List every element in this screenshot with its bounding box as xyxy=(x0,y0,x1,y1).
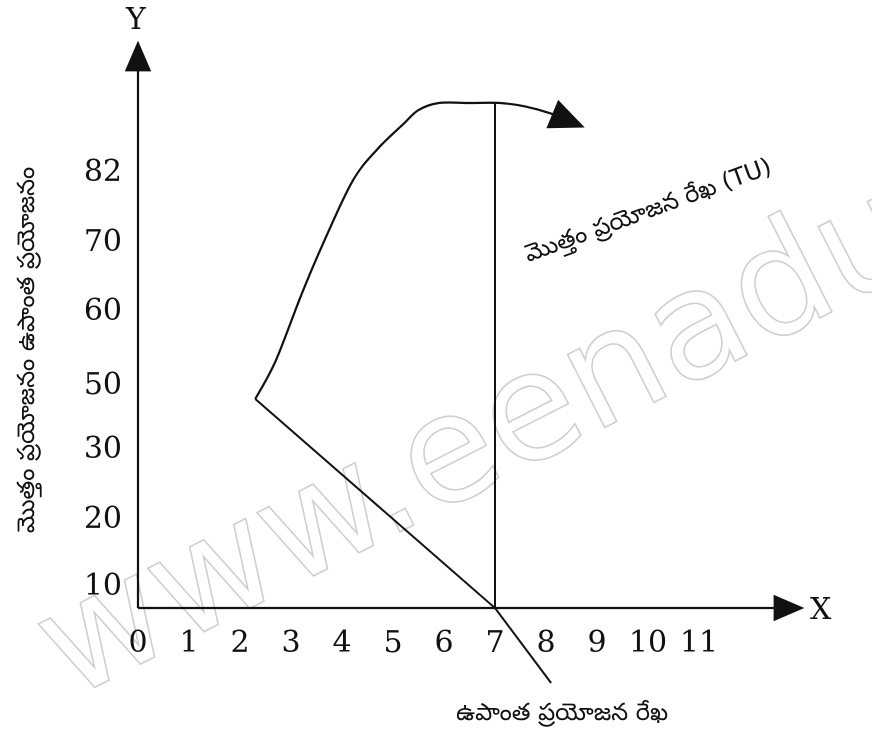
x-axis-letter: X xyxy=(810,592,832,627)
y-tick-label: 10 xyxy=(84,568,122,603)
y-tick-label: 82 xyxy=(84,154,122,189)
x-tick-labels: 0 1 2 3 4 5 6 7 8 9 10 11 xyxy=(128,625,718,660)
x-tick-label: 2 xyxy=(230,625,249,660)
y-axis-letter: Y xyxy=(125,2,147,37)
x-tick-label: 5 xyxy=(383,625,402,660)
x-tick-label: 9 xyxy=(587,625,606,660)
x-tick-label: 3 xyxy=(281,625,300,660)
marginal-utility-line xyxy=(254,398,552,684)
x-tick-label: 4 xyxy=(332,625,351,660)
x-tick-label: 10 xyxy=(629,625,667,660)
y-tick-label: 50 xyxy=(84,367,122,402)
total-utility-curve xyxy=(254,99,585,400)
series-layer xyxy=(254,99,585,684)
y-tick-label: 20 xyxy=(84,501,122,536)
y-tick-label: 70 xyxy=(84,224,122,259)
x-tick-label: 6 xyxy=(434,625,453,660)
marginal-utility-label: ఉపాంత ప్రయోజన రేఖ xyxy=(456,698,668,727)
x-tick-label: 1 xyxy=(179,625,198,660)
x-tick-label: 0 xyxy=(128,625,147,660)
x-tick-label: 8 xyxy=(536,625,555,660)
y-axis-label: మొత్తం ప్రయోజనం ఉపాంత ప్రయోజనం xyxy=(12,167,42,533)
y-tick-label: 60 xyxy=(84,293,122,328)
x-tick-label: 11 xyxy=(680,625,718,660)
y-tick-label: 30 xyxy=(84,431,122,466)
x-tick-label: 7 xyxy=(485,625,504,660)
y-tick-labels: 10 20 30 50 60 70 82 xyxy=(84,154,122,603)
